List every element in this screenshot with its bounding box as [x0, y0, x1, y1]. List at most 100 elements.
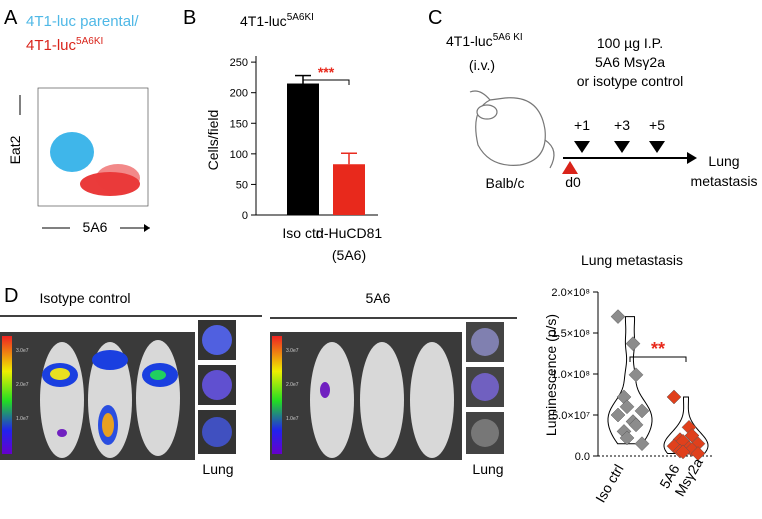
color-scale: [2, 336, 12, 454]
signal: [50, 368, 70, 380]
data-point: [634, 436, 650, 452]
signal: [150, 370, 166, 380]
outcome: Lung: [708, 153, 739, 169]
significance: **: [651, 339, 665, 359]
arrow-head: [687, 152, 697, 164]
treatment: 100 µg I.P.: [597, 35, 663, 51]
data-point: [675, 444, 691, 460]
flow-plot-frame: [37, 87, 149, 207]
significance-bracket: [302, 79, 350, 85]
y-tick-label: 1.0×10⁸: [551, 369, 590, 381]
mouse-strain: Balb/c: [486, 175, 525, 191]
legend-ki: 4T1-luc5A6KI: [26, 36, 103, 54]
ki-population: [96, 164, 140, 192]
mouse: [40, 342, 84, 458]
x-tick-label: Iso ctrl: [282, 225, 323, 241]
violin: [663, 396, 709, 455]
legend-parental: 4T1-luc parental/: [26, 13, 139, 30]
lung: [471, 419, 499, 447]
arrow-head: [144, 224, 150, 232]
signal: [57, 429, 67, 437]
day: +5: [649, 117, 665, 133]
data-point: [619, 430, 635, 446]
scale-label: 2.0e7: [16, 382, 29, 388]
data-point: [619, 399, 635, 415]
sup: 5A6KI: [287, 12, 314, 23]
panel-letter: C: [428, 7, 442, 29]
panel-letter: D: [4, 285, 18, 307]
mouse-ear: [476, 104, 498, 120]
lung: [202, 417, 232, 447]
data-point: [690, 446, 706, 461]
chart-title: 4T1-luc5A6KI: [240, 12, 314, 29]
lung: [202, 370, 232, 400]
y-tick-label: 150: [230, 118, 248, 130]
y-tick-label: 100: [230, 149, 248, 161]
chart-title: Lung metastasis: [581, 252, 683, 268]
scale-label: 1.0e7: [16, 416, 29, 422]
injection-marker: [574, 141, 665, 153]
group-title: 5A6: [366, 290, 391, 306]
x-tick-label: α-HuCD81: [316, 225, 383, 241]
violin: [607, 316, 653, 445]
lung-label: Lung: [202, 461, 233, 477]
start-day: d0: [565, 174, 581, 190]
signal: [92, 350, 128, 370]
x-axis-label: 5A6: [83, 219, 108, 235]
x-tick-label: Iso ctrl: [592, 462, 626, 506]
group-title: Isotype control: [39, 290, 130, 306]
mouse-head: [469, 90, 491, 101]
scale-label: 3.0e7: [286, 348, 299, 354]
significance: ***: [318, 64, 335, 80]
parental-population: [50, 132, 94, 172]
signal: [320, 382, 330, 398]
lung: [202, 325, 232, 355]
scale-label: 3.0e7: [16, 348, 29, 354]
y-tick-label: 0.0: [575, 451, 590, 463]
sup: 5A6KI: [76, 36, 103, 47]
treatment: 5A6 Msγ2a: [595, 54, 665, 70]
lung: [471, 328, 499, 356]
y-tick-label: 250: [230, 57, 248, 69]
data-point: [666, 389, 682, 405]
lung-label: Lung: [472, 461, 503, 477]
data-point: [610, 407, 626, 423]
text: 4T1-luc: [446, 33, 493, 49]
x-tick-sublabel: (5A6): [332, 247, 366, 263]
mouse-tail: [544, 139, 555, 169]
text: 4T1-luc: [240, 13, 287, 29]
y-tick-label: 0: [242, 210, 248, 222]
y-axis-label: Cells/field: [205, 110, 221, 171]
data-point: [625, 336, 641, 352]
data-point: [610, 309, 626, 324]
data-point: [634, 403, 650, 419]
lung-thumbs: [466, 322, 504, 454]
panel-letter: A: [4, 7, 18, 29]
y-axis-label: Luminescence (p/s): [543, 314, 559, 436]
color-scale: [272, 336, 282, 454]
sup: 5A6 KI: [493, 32, 523, 43]
day: +3: [614, 117, 630, 133]
scale-label: 2.0e7: [286, 382, 299, 388]
mouse: [360, 342, 404, 458]
data-point: [628, 417, 644, 433]
y-tick-label: 200: [230, 88, 248, 100]
text: 4T1-luc: [26, 37, 77, 54]
route: (i.v.): [469, 57, 495, 73]
y-tick-label: 1.5×10⁸: [551, 328, 590, 340]
cell-line: 4T1-luc5A6 KI: [446, 32, 523, 49]
y-tick-label: 50: [236, 179, 248, 191]
scale-label: 1.0e7: [286, 416, 299, 422]
mice: [310, 342, 454, 458]
data-point: [628, 367, 644, 383]
day: +1: [574, 117, 590, 133]
y-axis-label: Eat2: [7, 135, 23, 164]
panel-letter: B: [183, 7, 196, 29]
y-tick-label: 5.0×10⁷: [552, 410, 590, 422]
lung-thumbs: [198, 320, 236, 454]
mouse: [410, 342, 454, 458]
treatment: or isotype control: [577, 73, 684, 89]
start-marker: [562, 161, 578, 174]
lung: [471, 373, 499, 401]
